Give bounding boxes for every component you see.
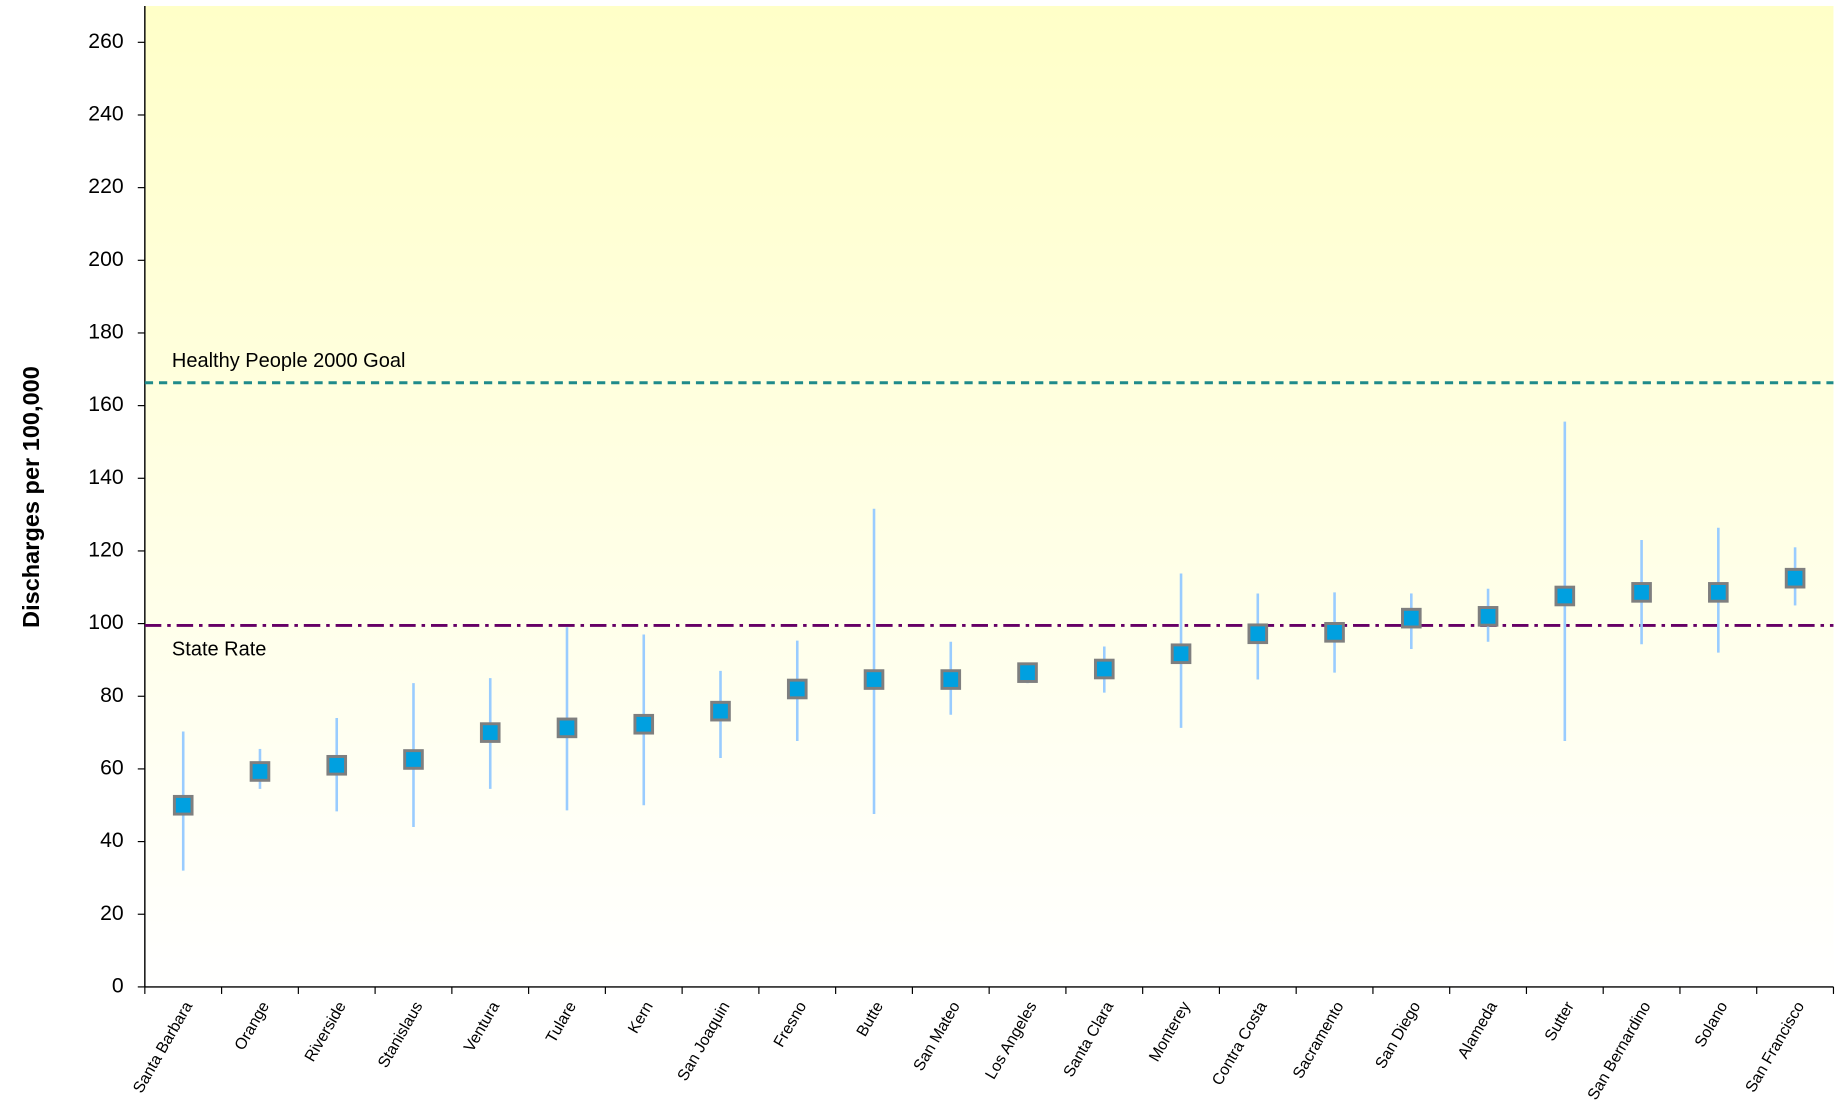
x-tick-label: Orange — [232, 999, 273, 1054]
x-tick-label: Monterey — [1146, 999, 1194, 1065]
marker — [1477, 606, 1499, 627]
reference-label: State Rate — [172, 638, 267, 660]
y-tick-label: 80 — [100, 684, 124, 707]
marker — [786, 678, 808, 700]
x-tick-label: San Joaquin — [675, 999, 734, 1084]
marker — [1708, 582, 1729, 603]
x-tick-label: Santa Barbara — [130, 999, 196, 1096]
y-tick-label: 180 — [88, 321, 123, 344]
x-tick-label: Contra Costa — [1209, 999, 1271, 1089]
marker — [479, 722, 501, 743]
x-tick-label: Kern — [625, 999, 656, 1037]
reference-label: Healthy People 2000 Goal — [172, 350, 406, 372]
x-tick-label: Riverside — [302, 999, 350, 1065]
x-tick-label: Stanislaus — [375, 999, 426, 1071]
plot-area — [144, 5, 1834, 987]
y-tick-label: 160 — [88, 393, 123, 416]
x-tick-label: San Bernardino — [1585, 999, 1655, 1103]
y-tick-label: 260 — [88, 30, 123, 53]
y-tick-label: 40 — [100, 829, 124, 852]
y-tick-label: 20 — [100, 902, 124, 925]
y-tick-label: 120 — [88, 539, 123, 562]
y-axis-title: Discharges per 100,000 — [18, 366, 44, 628]
y-tick-label: 60 — [100, 757, 124, 780]
marker — [1324, 622, 1345, 643]
marker — [940, 669, 962, 690]
x-tick-label: Alameda — [1455, 999, 1501, 1062]
x-tick-label: Tulare — [543, 999, 580, 1046]
x-tick-label: Santa Clara — [1061, 999, 1118, 1080]
y-tick-label: 140 — [88, 466, 123, 489]
marker — [403, 749, 424, 770]
marker — [710, 700, 731, 722]
marker — [633, 713, 655, 735]
y-tick-label: 220 — [88, 175, 123, 198]
y-tick-label: 240 — [88, 103, 123, 126]
x-tick-label: Ventura — [461, 999, 503, 1055]
marker — [1170, 643, 1192, 665]
marker — [1247, 623, 1269, 645]
marker — [1631, 582, 1652, 603]
marker — [249, 761, 271, 782]
x-tick-label: Sutter — [1542, 998, 1578, 1044]
x-tick-label: Butte — [854, 999, 887, 1040]
marker — [172, 794, 194, 816]
marker — [1017, 662, 1038, 683]
marker — [1401, 607, 1422, 629]
x-tick-label: Fresno — [771, 999, 811, 1050]
marker — [326, 754, 348, 776]
x-tick-label: San Francisco — [1743, 999, 1809, 1096]
marker — [1093, 658, 1115, 680]
y-tick-label: 200 — [88, 248, 123, 271]
x-tick-label: Sacramento — [1290, 999, 1348, 1082]
x-tick-label: San Diego — [1373, 999, 1425, 1072]
marker — [1554, 585, 1576, 607]
x-tick-label: Los Angeles — [983, 999, 1041, 1082]
marker — [556, 717, 578, 739]
x-tick-label: San Mateo — [911, 999, 964, 1074]
x-tick-label: Solano — [1692, 999, 1732, 1050]
marker — [863, 669, 885, 690]
y-tick-label: 0 — [112, 974, 124, 997]
y-tick-label: 100 — [88, 611, 123, 634]
marker — [1784, 567, 1806, 589]
